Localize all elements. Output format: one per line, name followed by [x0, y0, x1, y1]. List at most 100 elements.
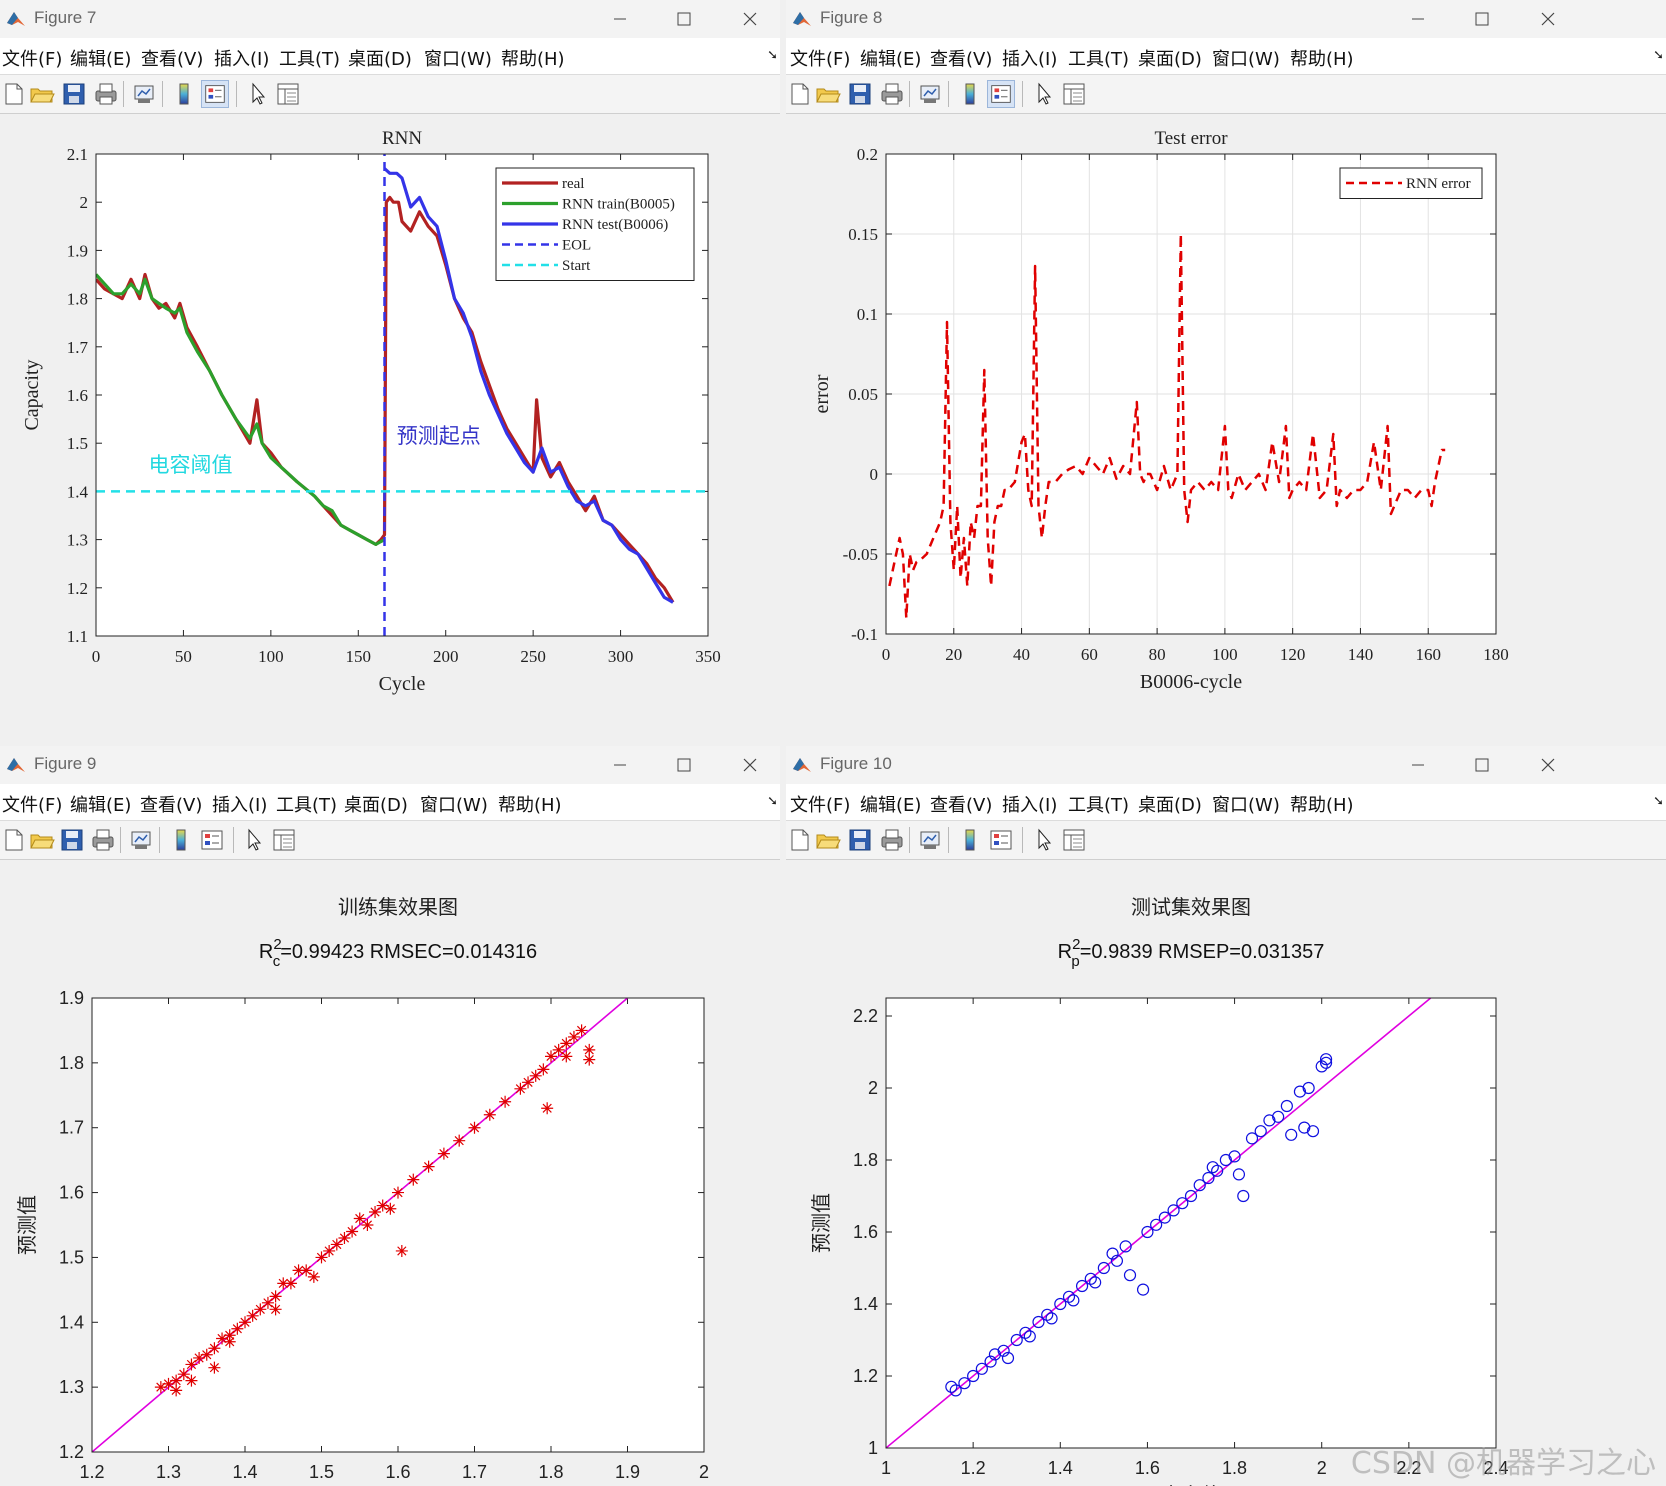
dock-arrow-icon[interactable]: ➘: [1653, 48, 1664, 63]
menu-file[interactable]: 文件(F): [2, 795, 63, 816]
menu-view[interactable]: 查看(V): [140, 795, 203, 816]
menu-file[interactable]: 文件(F): [2, 49, 63, 70]
pointer-icon[interactable]: [240, 826, 268, 854]
open-file-icon[interactable]: [814, 80, 842, 108]
menu-file[interactable]: 文件(F): [790, 795, 851, 816]
save-icon[interactable]: [846, 80, 874, 108]
legend-icon[interactable]: [987, 80, 1015, 108]
y-tick-label: 1.2: [67, 579, 88, 598]
menu-view[interactable]: 查看(V): [930, 49, 993, 70]
dock-arrow-icon[interactable]: ➘: [767, 794, 778, 809]
data-point: [560, 1037, 573, 1050]
minimize-icon[interactable]: [600, 750, 640, 780]
menu-file[interactable]: 文件(F): [790, 49, 851, 70]
property-inspector-icon[interactable]: [274, 80, 302, 108]
menu-tools[interactable]: 工具(T): [279, 49, 341, 70]
menu-desktop[interactable]: 桌面(D): [1138, 795, 1202, 816]
link-plot-icon[interactable]: [916, 826, 944, 854]
new-figure-icon[interactable]: [786, 80, 814, 108]
legend-icon[interactable]: [201, 80, 229, 108]
minimize-icon[interactable]: [1398, 750, 1438, 780]
menu-help[interactable]: 帮助(H): [501, 49, 565, 70]
property-inspector-icon[interactable]: [270, 826, 298, 854]
menu-edit[interactable]: 编辑(E): [860, 795, 922, 816]
minimize-icon[interactable]: [1398, 4, 1438, 34]
close-icon[interactable]: [730, 750, 770, 780]
menu-edit[interactable]: 编辑(E): [70, 49, 132, 70]
menu-view[interactable]: 查看(V): [930, 795, 993, 816]
plot-area: 0 20 40 60 80 100 120 140 160 180 -0.1 -0.05 0 0.05 0.…: [811, 128, 1509, 693]
property-inspector-icon[interactable]: [1060, 80, 1088, 108]
close-icon[interactable]: [1528, 750, 1568, 780]
y-tick-label: 1.7: [67, 338, 89, 357]
legend-icon[interactable]: [198, 826, 226, 854]
new-figure-icon[interactable]: [0, 80, 28, 108]
minimize-icon[interactable]: [600, 4, 640, 34]
menu-desktop[interactable]: 桌面(D): [344, 795, 408, 816]
menu-window[interactable]: 窗口(W): [420, 795, 488, 816]
data-point: [1293, 1085, 1307, 1098]
menu-view[interactable]: 查看(V): [141, 49, 204, 70]
close-icon[interactable]: [730, 4, 770, 34]
menu-help[interactable]: 帮助(H): [498, 795, 562, 816]
maximize-icon[interactable]: [664, 750, 704, 780]
y-axis-label: 预测值: [16, 1195, 39, 1255]
menu-desktop[interactable]: 桌面(D): [1138, 49, 1202, 70]
menu-help[interactable]: 帮助(H): [1290, 49, 1354, 70]
print-icon[interactable]: [92, 80, 120, 108]
save-icon[interactable]: [60, 80, 88, 108]
data-point: [1176, 1197, 1189, 1210]
matlab-icon: [793, 12, 811, 26]
print-icon[interactable]: [89, 826, 117, 854]
dock-arrow-icon[interactable]: ➘: [767, 48, 778, 63]
legend-icon[interactable]: [987, 826, 1015, 854]
menu-help[interactable]: 帮助(H): [1290, 795, 1354, 816]
open-file-icon[interactable]: [814, 826, 842, 854]
menu-insert[interactable]: 插入(I): [214, 49, 270, 70]
toolbar: [786, 75, 1666, 114]
link-plot-icon[interactable]: [127, 826, 155, 854]
link-plot-icon[interactable]: [130, 80, 158, 108]
link-plot-icon[interactable]: [916, 80, 944, 108]
new-figure-icon[interactable]: [0, 826, 28, 854]
pointer-icon[interactable]: [1030, 80, 1058, 108]
menu-insert[interactable]: 插入(I): [212, 795, 268, 816]
axes-frame: [91, 997, 705, 1453]
menu-edit[interactable]: 编辑(E): [70, 795, 132, 816]
colorbar-icon[interactable]: [956, 80, 984, 108]
save-icon[interactable]: [58, 826, 86, 854]
print-icon[interactable]: [878, 826, 906, 854]
colorbar-icon[interactable]: [170, 80, 198, 108]
dock-arrow-icon[interactable]: ➘: [1653, 794, 1664, 809]
maximize-icon[interactable]: [1462, 750, 1502, 780]
pointer-icon[interactable]: [1030, 826, 1058, 854]
colorbar-icon[interactable]: [956, 826, 984, 854]
open-file-icon[interactable]: [28, 826, 56, 854]
menu-tools[interactable]: 工具(T): [1068, 49, 1130, 70]
menu-insert[interactable]: 插入(I): [1002, 49, 1058, 70]
data-point: [1315, 1060, 1328, 1073]
menu-insert[interactable]: 插入(I): [1002, 795, 1058, 816]
data-point: [1141, 1225, 1154, 1239]
new-figure-icon[interactable]: [786, 826, 814, 854]
save-icon[interactable]: [846, 826, 874, 854]
menu-bar: 文件(F) 编辑(E) 查看(V) 插入(I) 工具(T) 桌面(D) 窗口(W…: [786, 784, 1666, 821]
data-point: [315, 1251, 328, 1264]
menu-desktop[interactable]: 桌面(D): [348, 49, 412, 70]
menu-window[interactable]: 窗口(W): [1212, 49, 1280, 70]
maximize-icon[interactable]: [664, 4, 704, 34]
close-icon[interactable]: [1528, 4, 1568, 34]
menu-tools[interactable]: 工具(T): [1068, 795, 1130, 816]
plot-area: 0 50 100 150 200 250 300 350 1.1 1.2 1.3 1.4 1.5 1.6 1…: [21, 128, 721, 695]
x-tick-label: 2.4: [1483, 1458, 1508, 1478]
menu-window[interactable]: 窗口(W): [424, 49, 492, 70]
property-inspector-icon[interactable]: [1060, 826, 1088, 854]
pointer-icon[interactable]: [244, 80, 272, 108]
maximize-icon[interactable]: [1462, 4, 1502, 34]
print-icon[interactable]: [878, 80, 906, 108]
menu-edit[interactable]: 编辑(E): [860, 49, 922, 70]
colorbar-icon[interactable]: [167, 826, 195, 854]
menu-window[interactable]: 窗口(W): [1212, 795, 1280, 816]
open-file-icon[interactable]: [28, 80, 56, 108]
menu-tools[interactable]: 工具(T): [276, 795, 338, 816]
